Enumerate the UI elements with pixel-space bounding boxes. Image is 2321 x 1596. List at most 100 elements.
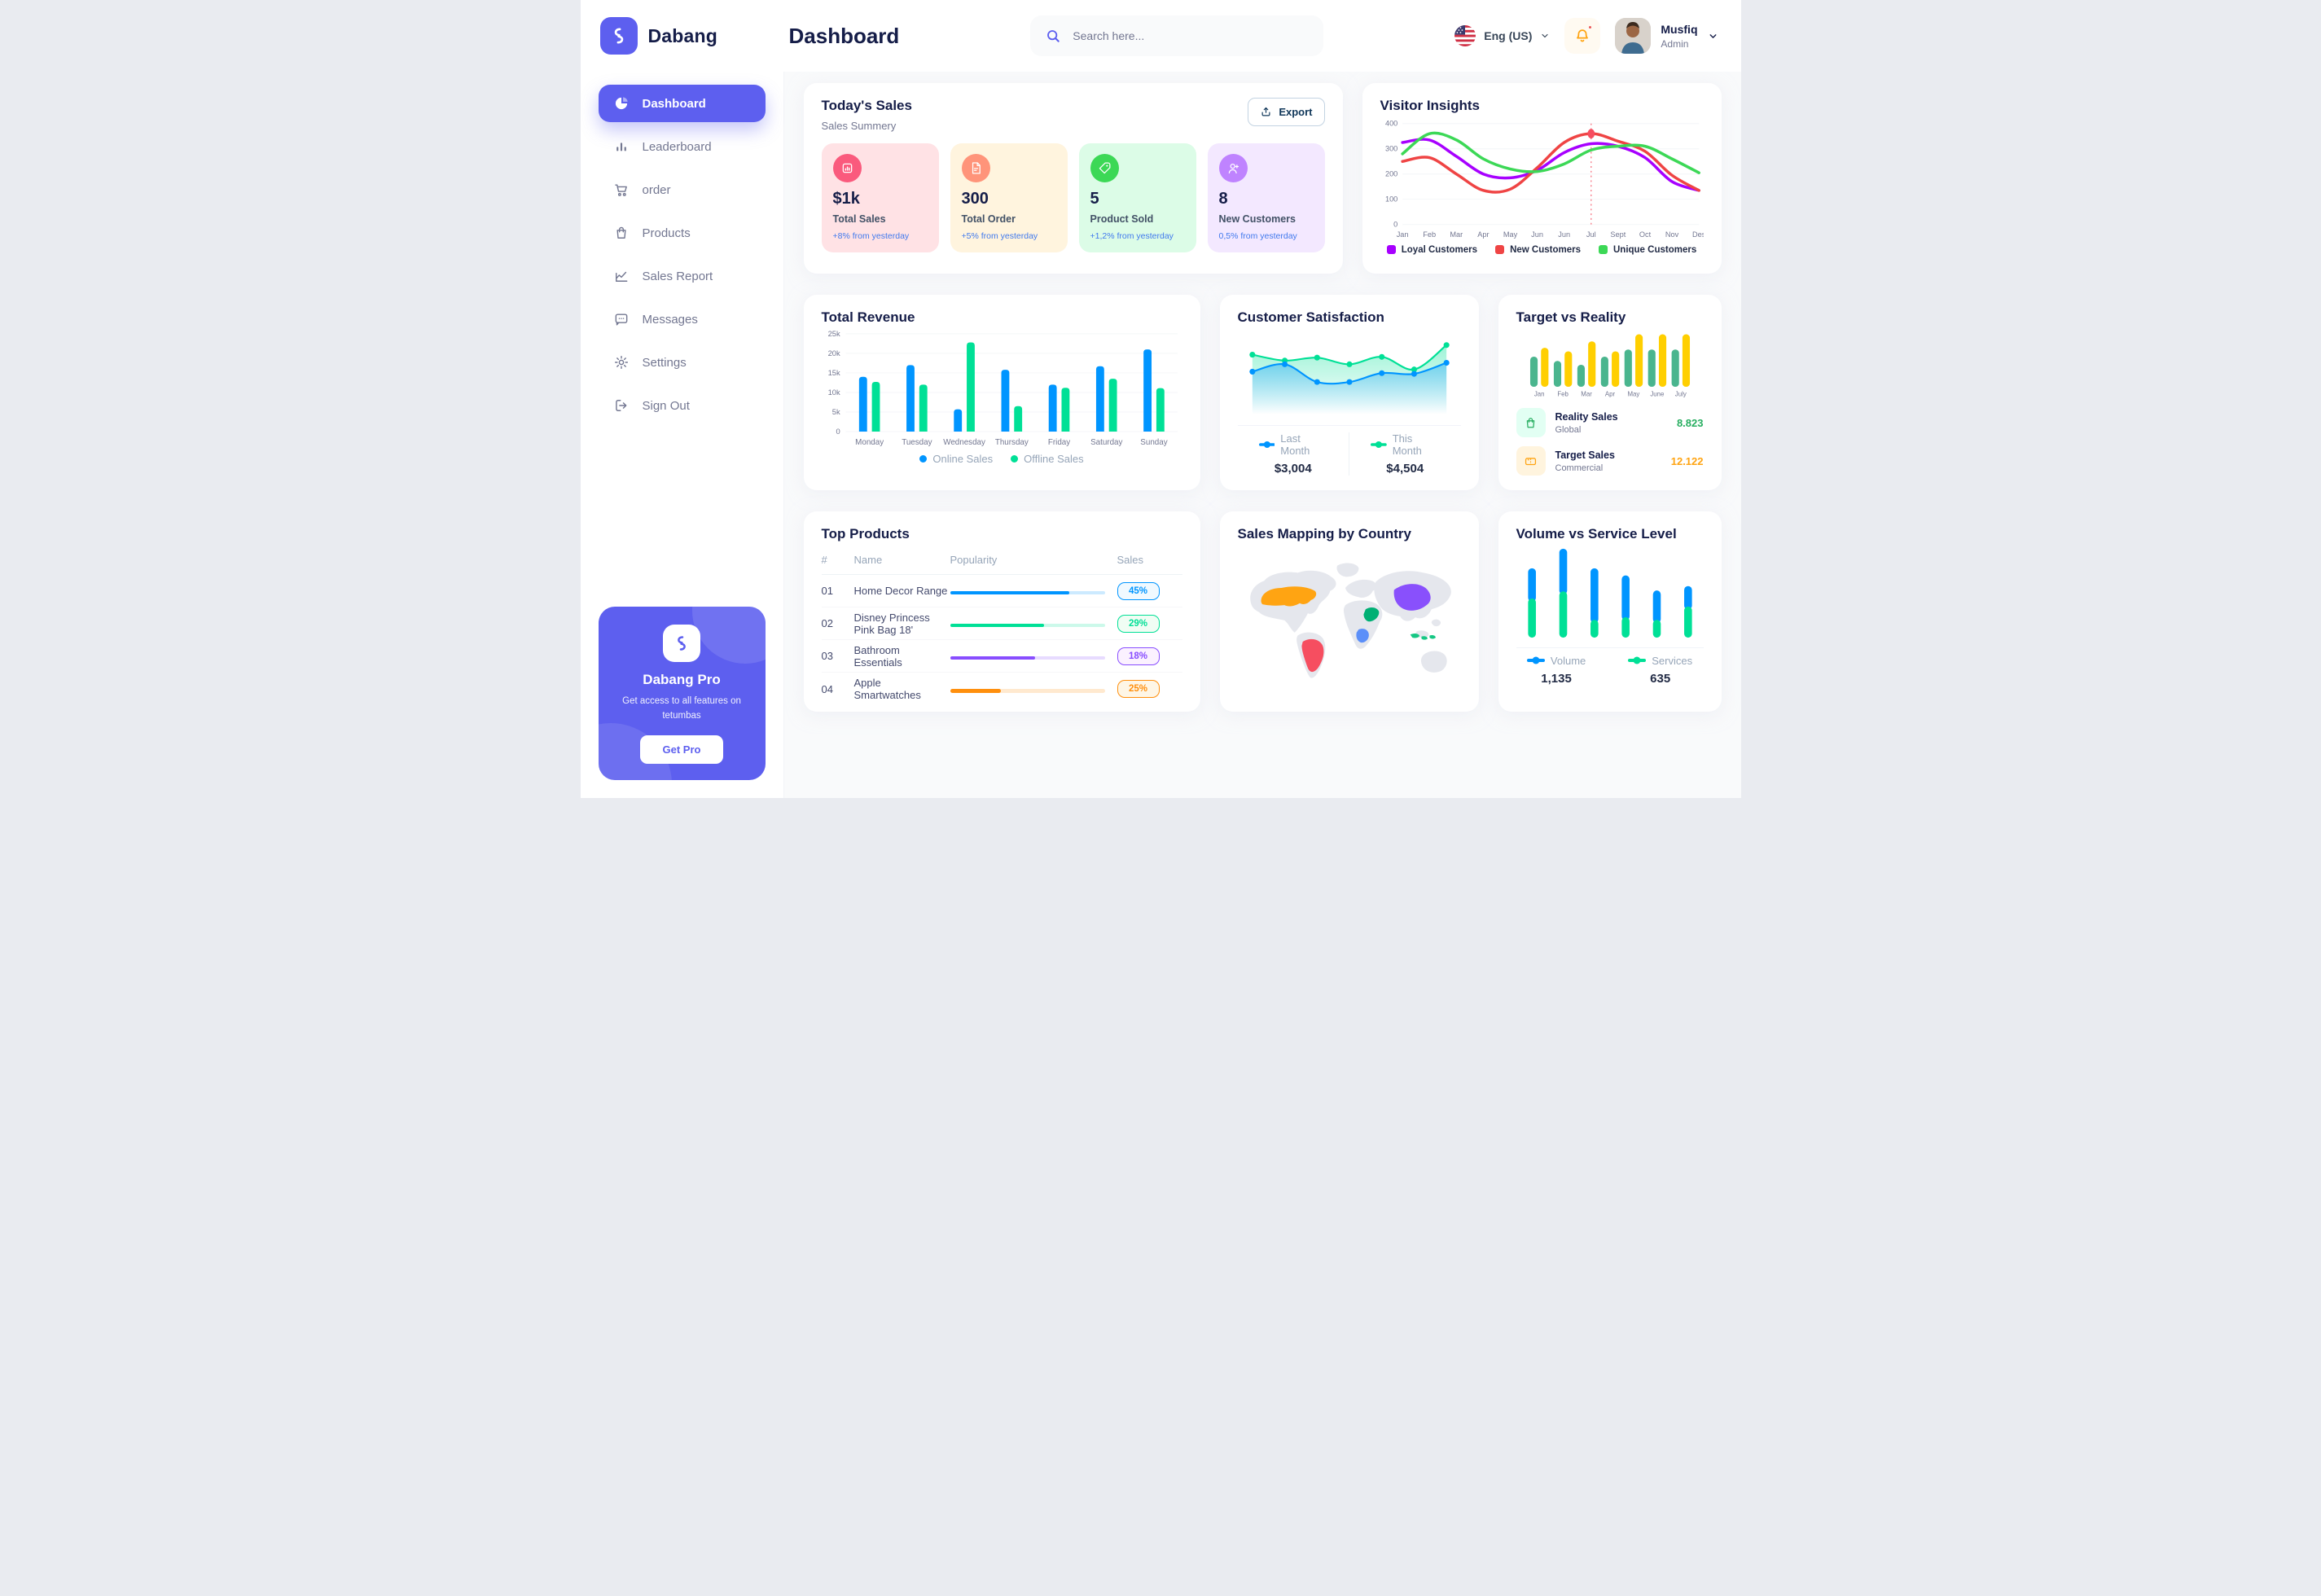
sales-mapping-title: Sales Mapping by Country xyxy=(1237,526,1411,542)
tag-icon xyxy=(1090,154,1119,182)
legend-label: Services xyxy=(1652,654,1693,667)
bell-icon xyxy=(1577,29,1589,42)
svg-text:Des: Des xyxy=(1692,230,1704,239)
summary-label: Target Sales xyxy=(1555,449,1615,461)
chevron-down-icon xyxy=(1709,33,1716,38)
summary-sublabel: Global xyxy=(1555,424,1582,435)
sidebar-item-products[interactable]: Products xyxy=(599,214,766,252)
popularity-bar xyxy=(950,617,1117,629)
svg-text:Apr: Apr xyxy=(1477,230,1489,239)
top-products-header: # Name Popularity Sales xyxy=(821,542,1182,575)
legend-label: This Month xyxy=(1392,432,1422,457)
total-revenue-title: Total Revenue xyxy=(821,309,915,325)
export-button[interactable]: Export xyxy=(1248,98,1325,126)
legend-item: Volume 1,135 xyxy=(1506,655,1607,686)
country-united-states xyxy=(1261,586,1316,607)
product-name: Apple Smartwatches xyxy=(853,677,921,701)
user-role: Admin xyxy=(1661,37,1689,50)
search-input[interactable] xyxy=(1071,28,1310,43)
sales-badge: 25% xyxy=(1117,680,1160,698)
todays-sales-subtitle: Sales Summery xyxy=(821,120,897,132)
svg-text:Jul: Jul xyxy=(1586,230,1595,239)
volume-vs-service-chart xyxy=(1527,548,1692,638)
sign-out-icon xyxy=(615,400,626,411)
popularity-bar xyxy=(950,585,1117,597)
bag-icon xyxy=(1516,408,1546,437)
svg-text:Thursday: Thursday xyxy=(994,438,1028,447)
sidebar-item-label: order xyxy=(642,182,671,197)
svg-text:25k: 25k xyxy=(827,330,840,338)
legend-value: 635 xyxy=(1650,671,1671,686)
target-summary-row: Target Sales Commercial 12.122 xyxy=(1516,446,1704,476)
country-dr-congo xyxy=(1355,629,1369,643)
legend-item: Loyal Customers xyxy=(1386,244,1478,255)
sidebar-item-settings[interactable]: Settings xyxy=(599,344,766,381)
table-row: 01 Home Decor Range 45% xyxy=(821,575,1182,607)
svg-text:15k: 15k xyxy=(827,369,840,377)
legend-value: $4,504 xyxy=(1386,462,1424,476)
user-menu[interactable]: Musfiq Admin xyxy=(1615,18,1718,54)
avatar xyxy=(1615,18,1652,54)
logo-icon xyxy=(599,17,638,55)
svg-text:Nov: Nov xyxy=(1665,230,1678,239)
total-revenue-chart: 0 5k 10k 15k 20k 25k Monday Tuesday Wednesday Thu… xyxy=(827,330,1178,447)
sidebar-item-order[interactable]: order xyxy=(599,171,766,208)
sidebar-item-label: Leaderboard xyxy=(642,139,712,154)
svg-text:300: 300 xyxy=(1384,145,1397,153)
table-row: 04 Apple Smartwatches 25% xyxy=(822,673,1182,705)
sales-report-icon xyxy=(615,271,627,282)
svg-text:Sept: Sept xyxy=(1610,230,1626,239)
pro-logo-icon xyxy=(663,625,700,663)
visitor-insights-title: Visitor Insights xyxy=(1380,98,1481,113)
sidebar-item-dashboard[interactable]: Dashboard xyxy=(598,85,766,122)
svg-text:Saturday: Saturday xyxy=(1090,438,1122,447)
product-index: 04 xyxy=(821,682,833,695)
sales-mapping-card: Sales Mapping by Country xyxy=(1219,511,1479,712)
sidebar-item-sales-report[interactable]: Sales Report xyxy=(599,257,766,295)
svg-text:400: 400 xyxy=(1384,120,1397,128)
svg-text:Jun: Jun xyxy=(1531,230,1543,239)
country-brazil xyxy=(1301,638,1323,673)
language-selector[interactable]: Eng (US) xyxy=(1454,25,1550,46)
svg-text:5k: 5k xyxy=(831,408,840,416)
ticket-icon xyxy=(1516,446,1546,476)
legend-label: Loyal Customers xyxy=(1401,244,1478,255)
svg-text:June: June xyxy=(1650,391,1665,398)
product-index: 02 xyxy=(821,617,833,629)
summary-card-total-sales: $1k Total Sales +8% from yesterday xyxy=(821,143,939,252)
svg-text:0: 0 xyxy=(836,428,840,436)
world-map xyxy=(1249,563,1451,678)
sidebar-item-messages[interactable]: Messages xyxy=(599,300,766,338)
legend-value: $3,004 xyxy=(1274,462,1312,476)
notifications-button[interactable] xyxy=(1564,18,1601,54)
svg-text:Tuesday: Tuesday xyxy=(902,438,932,447)
chevron-down-icon xyxy=(1542,33,1548,38)
leaderboard-icon xyxy=(616,142,626,151)
target-vs-reality-card: Target vs Reality Jan Feb Mar Apr May June Jul… xyxy=(1498,295,1722,490)
sidebar-item-sign-out[interactable]: Sign Out xyxy=(599,387,766,424)
sidebar-item-label: Products xyxy=(642,226,691,240)
visitor-insights-card: Visitor Insights 0 100 200 300 400 Jan Feb Mar A… xyxy=(1362,83,1722,274)
customer-satisfaction-card: Customer Satisfaction Last Month $3,004 Th… xyxy=(1219,295,1479,490)
summary-sublabel: Commercial xyxy=(1555,463,1604,473)
svg-text:May: May xyxy=(1627,391,1639,398)
notification-badge xyxy=(1587,24,1594,30)
svg-text:May: May xyxy=(1503,230,1517,239)
popularity-bar xyxy=(950,683,1117,695)
legend-item: Offline Sales xyxy=(1011,453,1084,465)
sidebar-item-leaderboard[interactable]: Leaderboard xyxy=(599,128,766,165)
sales-badge: 45% xyxy=(1117,581,1160,600)
svg-text:Mar: Mar xyxy=(1581,391,1592,398)
product-name: Disney Princess Pink Bag 18' xyxy=(853,611,930,636)
summary-value: 8 xyxy=(1218,190,1228,208)
product-name: Home Decor Range xyxy=(853,585,948,597)
summary-value: 12.122 xyxy=(1670,454,1704,467)
get-pro-button[interactable]: Get Pro xyxy=(640,735,723,764)
main-content: Today's Sales Sales Summery Export $1k To… xyxy=(784,72,1741,798)
target-vs-reality-title: Target vs Reality xyxy=(1516,309,1626,325)
summary-label: Product Sold xyxy=(1090,213,1154,225)
top-products-rows: 01 Home Decor Range 45% 02 Disney Princess P… xyxy=(821,575,1182,705)
svg-text:July: July xyxy=(1674,391,1686,398)
svg-text:Monday: Monday xyxy=(855,438,884,447)
visitor-insights-legend: Loyal Customers New Customers Unique Custo… xyxy=(1380,245,1704,255)
